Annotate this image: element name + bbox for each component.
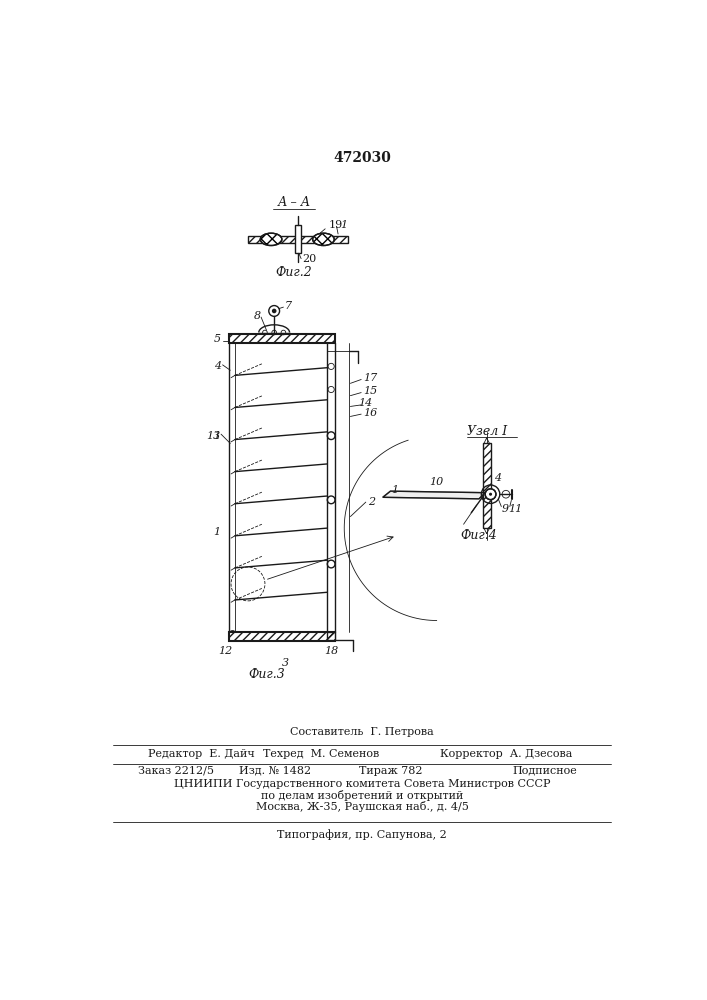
Text: 4: 4 bbox=[493, 473, 501, 483]
Text: 472030: 472030 bbox=[333, 151, 391, 165]
Bar bbox=[229, 334, 335, 343]
Text: Москва, Ж-35, Раушская наб., д. 4/5: Москва, Ж-35, Раушская наб., д. 4/5 bbox=[255, 801, 469, 812]
Text: 19: 19 bbox=[329, 220, 343, 230]
Circle shape bbox=[485, 489, 496, 500]
Text: Редактор  Е. Дайч: Редактор Е. Дайч bbox=[148, 749, 255, 759]
Bar bbox=[229, 334, 335, 343]
Text: 13: 13 bbox=[206, 431, 221, 441]
Text: 10: 10 bbox=[430, 477, 444, 487]
Text: 5: 5 bbox=[214, 334, 221, 344]
Text: Типография, пр. Сапунова, 2: Типография, пр. Сапунова, 2 bbox=[277, 829, 447, 840]
Text: 9: 9 bbox=[501, 504, 508, 514]
Bar bbox=[327, 632, 335, 640]
Text: Корректор  А. Дзесова: Корректор А. Дзесова bbox=[440, 749, 572, 759]
Text: 7: 7 bbox=[284, 301, 291, 311]
Ellipse shape bbox=[312, 233, 334, 246]
Bar bbox=[248, 236, 348, 243]
Text: Изд. № 1482: Изд. № 1482 bbox=[239, 766, 311, 776]
Bar bbox=[229, 632, 335, 641]
Text: 2: 2 bbox=[368, 497, 375, 507]
Text: 1: 1 bbox=[391, 485, 398, 495]
Text: Подписное: Подписное bbox=[512, 766, 577, 776]
Text: 15: 15 bbox=[363, 386, 377, 396]
Circle shape bbox=[489, 493, 492, 496]
Text: Фиг.4: Фиг.4 bbox=[461, 529, 497, 542]
Text: 4: 4 bbox=[214, 361, 221, 371]
Text: 1: 1 bbox=[214, 431, 221, 441]
Text: Составитель  Г. Петрова: Составитель Г. Петрова bbox=[290, 727, 434, 737]
Bar bbox=[327, 632, 335, 640]
Text: 17: 17 bbox=[363, 373, 377, 383]
Text: 16: 16 bbox=[363, 408, 377, 418]
Text: 8: 8 bbox=[254, 311, 261, 321]
Text: 18: 18 bbox=[324, 646, 338, 656]
Text: Фиг.2: Фиг.2 bbox=[276, 266, 312, 279]
Text: 1: 1 bbox=[214, 527, 221, 537]
Polygon shape bbox=[382, 491, 485, 499]
Text: по делам изобретений и открытий: по делам изобретений и открытий bbox=[261, 790, 463, 801]
Bar bbox=[229, 632, 335, 641]
Ellipse shape bbox=[260, 233, 282, 246]
Bar bbox=[248, 236, 348, 243]
Circle shape bbox=[272, 309, 276, 313]
Text: 12: 12 bbox=[218, 646, 232, 656]
Text: Узел I: Узел I bbox=[467, 425, 508, 438]
Text: Техред  М. Семенов: Техред М. Семенов bbox=[263, 749, 379, 759]
Text: Фиг.3: Фиг.3 bbox=[248, 668, 285, 681]
Bar bbox=[295, 225, 301, 253]
Text: 20: 20 bbox=[302, 254, 316, 264]
Text: А – А: А – А bbox=[278, 196, 311, 209]
Text: Заказ 2212/5: Заказ 2212/5 bbox=[138, 766, 214, 776]
Bar bbox=[483, 443, 491, 528]
Text: Тираж 782: Тираж 782 bbox=[358, 766, 422, 776]
Text: 11: 11 bbox=[508, 504, 522, 514]
Text: 3: 3 bbox=[282, 658, 289, 668]
Text: ЦНИИПИ Государственного комитета Совета Министров СССР: ЦНИИПИ Государственного комитета Совета … bbox=[174, 779, 550, 789]
Text: 1: 1 bbox=[340, 220, 348, 230]
Bar bbox=[483, 443, 491, 528]
Text: 14: 14 bbox=[358, 398, 373, 408]
